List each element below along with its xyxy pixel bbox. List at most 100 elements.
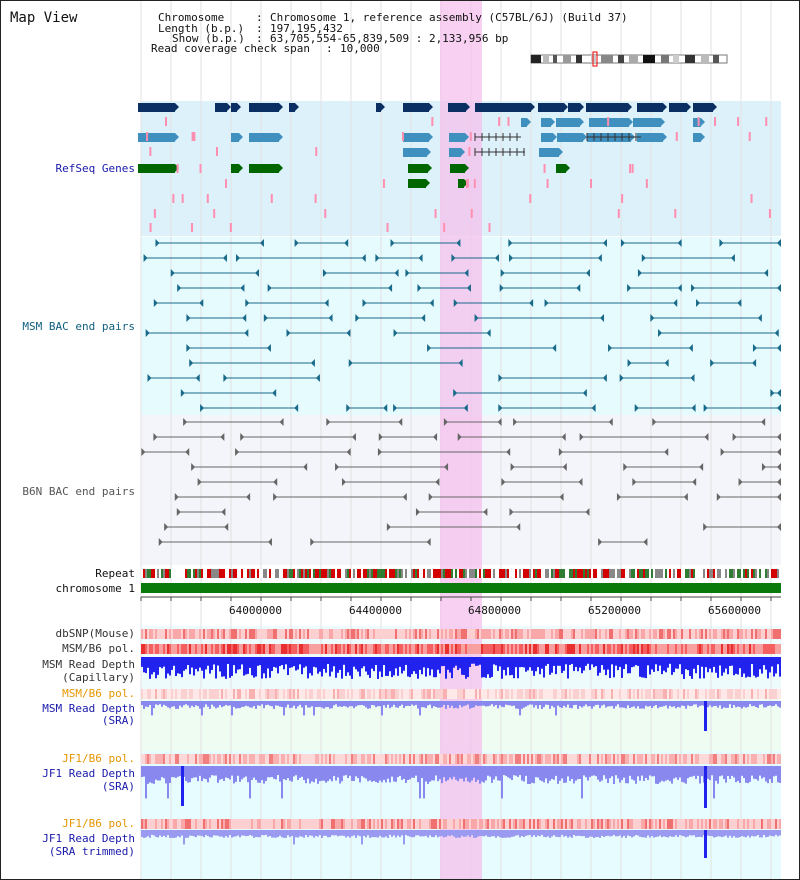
jf1-b6-polymorphism-trimmed bbox=[295, 819, 297, 829]
msm-depth-sra bbox=[401, 701, 403, 705]
track-label-msm-b6-pol[interactable]: MSM/B6 pol. bbox=[62, 642, 135, 655]
track-label-msm-b6-pol-2[interactable]: MSM/B6 pol. bbox=[62, 687, 135, 700]
jf1-b6-polymorphism bbox=[357, 754, 359, 764]
jf1-b6-polymorphism-trimmed bbox=[569, 819, 571, 829]
depth-spike bbox=[704, 830, 707, 858]
jf1-depth-trimmed bbox=[277, 830, 279, 838]
track-label-msm-depth-capillary[interactable]: MSM Read Depth bbox=[42, 658, 135, 671]
msm-bac-pair-end bbox=[451, 254, 456, 262]
msm-b6-polymorphism-sra bbox=[693, 689, 695, 699]
jf1-b6-polymorphism-trimmed bbox=[613, 819, 615, 829]
msm-b6-polymorphism bbox=[313, 644, 315, 654]
jf1-b6-polymorphism bbox=[291, 754, 293, 764]
msm-depth-capillary bbox=[643, 657, 645, 678]
msm-depth-sra bbox=[717, 701, 719, 708]
jf1-b6-polymorphism bbox=[487, 754, 489, 764]
msm-depth-capillary bbox=[313, 657, 315, 667]
msm-b6-polymorphism-sra bbox=[455, 689, 457, 699]
dbsnp-density bbox=[359, 629, 361, 639]
jf1-b6-polymorphism bbox=[531, 754, 533, 764]
jf1-b6-polymorphism-trimmed bbox=[151, 819, 153, 829]
jf1-b6-polymorphism-trimmed bbox=[425, 819, 427, 829]
msm-b6-polymorphism bbox=[715, 644, 717, 654]
track-label-msm-bac[interactable]: MSM BAC end pairs bbox=[22, 320, 135, 333]
jf1-b6-polymorphism-trimmed bbox=[303, 819, 305, 829]
dbsnp-density bbox=[585, 629, 587, 639]
jf1-depth-trimmed bbox=[767, 830, 769, 837]
track-label-b6n-bac[interactable]: B6N BAC end pairs bbox=[22, 485, 135, 498]
depth-spike bbox=[181, 766, 184, 806]
track-label-jf1-depth-sra[interactable]: JF1 Read Depth bbox=[42, 767, 135, 780]
jf1-b6-polymorphism bbox=[643, 754, 645, 764]
msm-depth-capillary bbox=[349, 657, 351, 676]
dbsnp-density bbox=[713, 629, 715, 639]
repeat-segment bbox=[657, 569, 659, 578]
track-label-jf1-b6-pol-2[interactable]: JF1/B6 pol. bbox=[62, 817, 135, 830]
jf1-b6-polymorphism-trimmed bbox=[161, 819, 163, 829]
jf1-b6-polymorphism-trimmed bbox=[711, 819, 713, 829]
jf1-b6-polymorphism-trimmed bbox=[209, 819, 211, 829]
jf1-depth-trimmed bbox=[493, 830, 495, 837]
gene-feature bbox=[458, 179, 464, 188]
track-label-dbsnp[interactable]: dbSNP(Mouse) bbox=[55, 627, 135, 640]
jf1-b6-polymorphism-trimmed bbox=[701, 819, 703, 829]
msm-b6-polymorphism-sra bbox=[653, 689, 655, 699]
jf1-b6-polymorphism bbox=[695, 754, 697, 764]
track-label-repeat[interactable]: Repeat bbox=[95, 567, 135, 580]
msm-b6-polymorphism-sra bbox=[273, 689, 275, 699]
jf1-b6-polymorphism-trimmed bbox=[377, 819, 379, 829]
msm-b6-polymorphism-sra bbox=[215, 689, 217, 699]
msm-depth-sra bbox=[429, 701, 431, 705]
track-label-jf1-depth-trimmed[interactable]: JF1 Read Depth bbox=[42, 832, 135, 845]
track-label-jf1-b6-pol[interactable]: JF1/B6 pol. bbox=[62, 752, 135, 765]
jf1-b6-polymorphism bbox=[557, 754, 559, 764]
dbsnp-density bbox=[745, 629, 747, 639]
msm-b6-polymorphism-sra bbox=[557, 689, 559, 699]
jf1-depth-trimmed bbox=[457, 830, 459, 838]
msm-depth-capillary bbox=[171, 657, 173, 670]
jf1-b6-polymorphism bbox=[655, 754, 657, 764]
jf1-depth-trimmed bbox=[217, 830, 219, 836]
jf1-b6-polymorphism-trimmed bbox=[481, 819, 483, 829]
jf1-depth-trimmed bbox=[439, 830, 441, 837]
msm-depth-sra bbox=[463, 701, 465, 706]
ideogram-band bbox=[531, 55, 541, 63]
repeat-segment bbox=[289, 569, 291, 578]
gene-feature bbox=[633, 118, 661, 127]
track-label-chromosome[interactable]: chromosome 1 bbox=[55, 582, 135, 595]
msm-b6-polymorphism-sra bbox=[351, 689, 353, 699]
b6n-bac-pair-end bbox=[444, 463, 449, 471]
jf1-b6-polymorphism bbox=[289, 754, 291, 764]
jf1-b6-polymorphism bbox=[533, 754, 535, 764]
msm-depth-sra bbox=[759, 701, 761, 705]
gene-strand-arrow bbox=[628, 103, 632, 111]
track-label-msm-depth-sra[interactable]: MSM Read Depth bbox=[42, 702, 135, 715]
msm-depth-capillary bbox=[763, 657, 765, 666]
msm-bac-pair-end bbox=[255, 269, 260, 277]
msm-b6-polymorphism bbox=[223, 644, 225, 654]
jf1-b6-polymorphism bbox=[567, 754, 569, 764]
jf1-b6-polymorphism bbox=[361, 754, 363, 764]
dbsnp-density bbox=[515, 629, 517, 639]
track-label-refseq-genes[interactable]: RefSeq Genes bbox=[55, 162, 135, 175]
msm-b6-polymorphism bbox=[657, 644, 659, 654]
msm-b6-polymorphism bbox=[501, 644, 503, 654]
repeat-segment bbox=[719, 569, 721, 578]
jf1-depth-trimmed bbox=[525, 830, 527, 836]
jf1-depth-trimmed bbox=[173, 830, 175, 838]
jf1-depth-trimmed bbox=[351, 830, 353, 837]
repeat-segment bbox=[525, 569, 527, 578]
jf1-b6-polymorphism-trimmed bbox=[147, 819, 149, 829]
msm-b6-polymorphism-sra bbox=[643, 689, 645, 699]
jf1-b6-polymorphism-trimmed bbox=[327, 819, 329, 829]
msm-b6-polymorphism bbox=[201, 644, 203, 654]
b6n-bac-pair-end bbox=[426, 538, 431, 546]
jf1-b6-polymorphism bbox=[575, 754, 577, 764]
jf1-depth-sra bbox=[749, 766, 751, 782]
dbsnp-density bbox=[539, 629, 541, 639]
msm-b6-polymorphism-sra bbox=[601, 689, 603, 699]
jf1-depth-trimmed bbox=[321, 830, 323, 838]
msm-b6-polymorphism bbox=[555, 644, 557, 654]
ideogram-band bbox=[713, 55, 719, 63]
